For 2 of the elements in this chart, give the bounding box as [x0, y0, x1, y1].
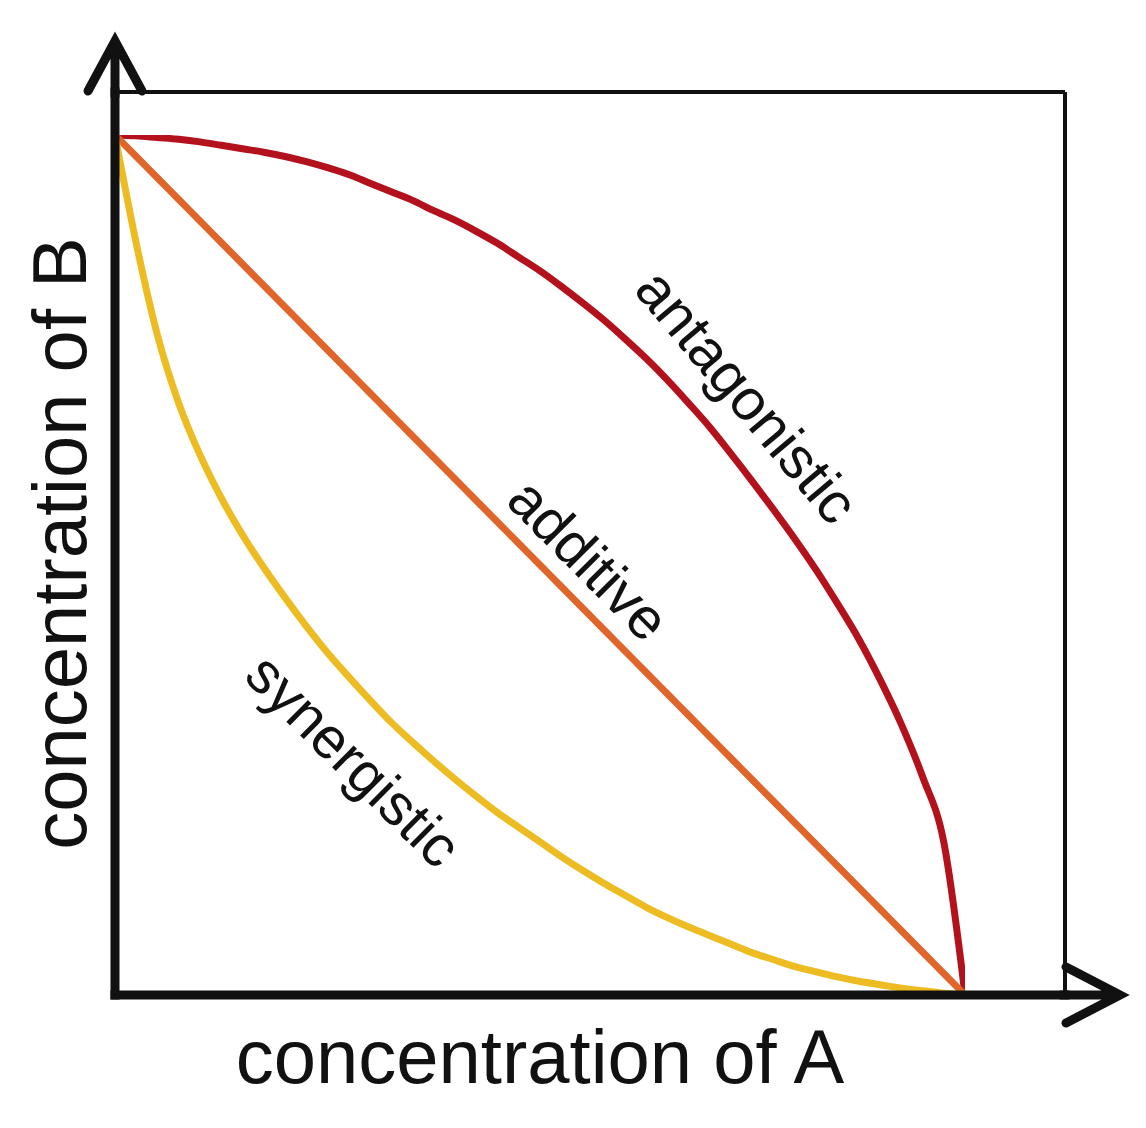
- y-axis-title: concentration of B: [17, 237, 102, 850]
- x-axis-title: concentration of A: [235, 1014, 845, 1099]
